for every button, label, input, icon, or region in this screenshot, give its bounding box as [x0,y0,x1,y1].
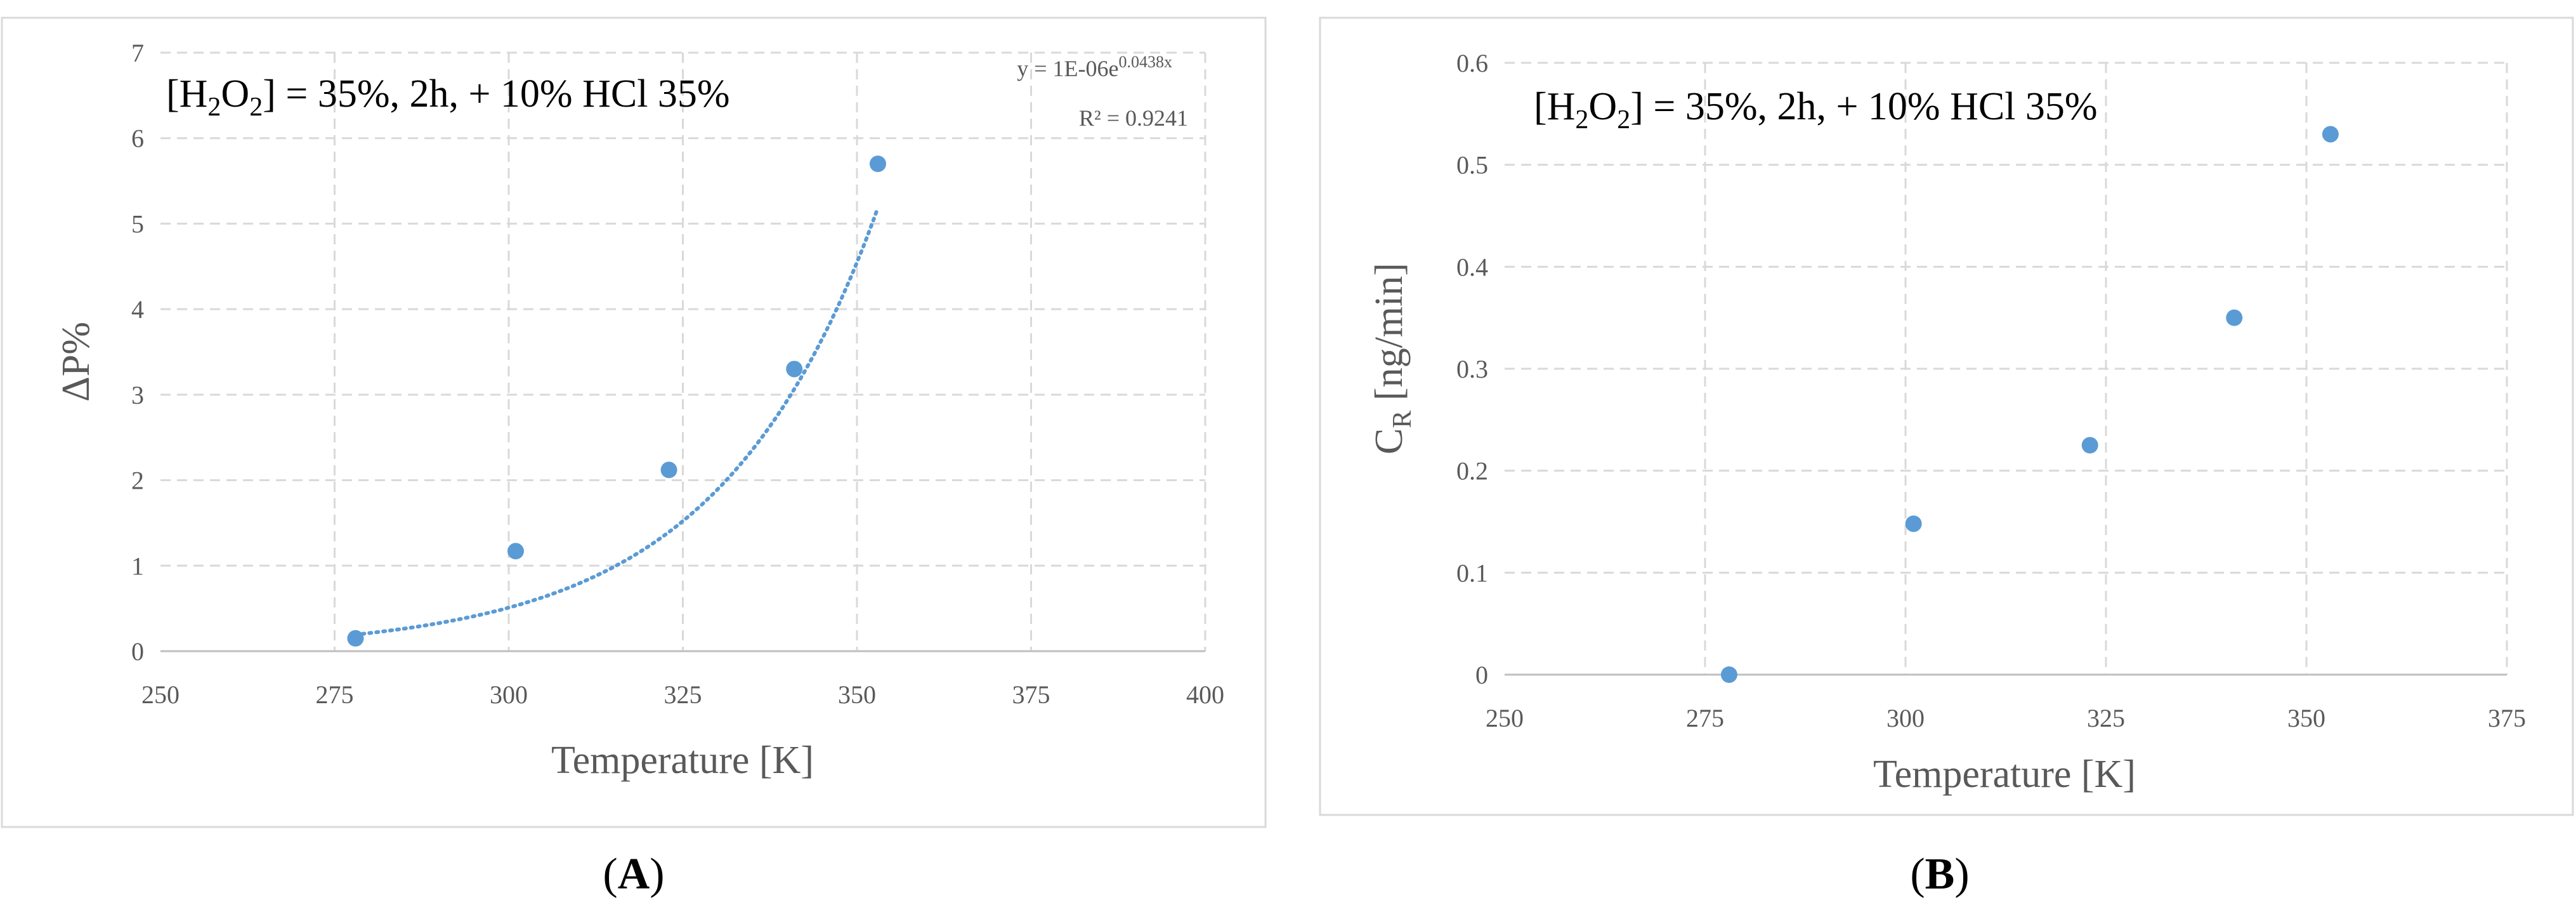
x-tick-label: 325 [664,680,702,709]
y-tick-label: 0.3 [1456,355,1488,383]
panel-b-x-axis-title: Temperature [K] [1873,753,2136,796]
panel-a-y-axis-title: ΔP% [55,322,98,402]
panel-b-data-points [1720,126,2339,683]
x-tick-label: 325 [2087,704,2125,732]
y-tick-label: 0.2 [1456,457,1488,486]
y-tick-label: 0.4 [1456,253,1488,281]
data-point [507,543,524,560]
y-tick-label: 4 [131,295,144,324]
panel-a-grid [160,51,1206,651]
y-tick-label: 0.1 [1456,559,1488,587]
data-point [2226,309,2243,326]
y-tick-label: 2 [131,466,144,495]
panel-b-x-tick-labels: 250 275 300 325 350 375 [1486,704,2526,732]
y-tick-label: 7 [131,39,144,67]
panel-a-y-tick-labels: 0 1 2 3 4 5 6 7 [131,39,144,666]
data-point [660,461,677,479]
y-tick-label: 5 [131,209,144,238]
panel-a-data-points [347,155,886,647]
panel-a-trendline-equation: y = 1E-06e0.0438x [1017,53,1172,81]
panel-a-trendline-r-squared: R² = 0.9241 [1079,105,1188,131]
panel-a-x-axis-title: Temperature [K] [551,739,814,782]
x-tick-label: 300 [490,680,528,709]
y-tick-label: 3 [131,381,144,409]
x-tick-label: 250 [1486,704,1524,732]
panel-a: 0 1 2 3 4 5 6 7 250 275 300 325 350 375 400 [H2O2] = … [1,17,1267,899]
panel-b-frame [1319,17,2574,816]
panel-b-condition-annotation: [H2O2] = 35%, 2h, + 10% HCl 35% [1534,85,2098,135]
panel-b-grid [1505,62,2508,675]
x-tick-label: 375 [2488,704,2526,732]
data-point [786,360,803,378]
x-tick-label: 400 [1186,680,1224,709]
x-tick-label: 300 [1886,704,1925,732]
panel-b-y-tick-labels: 0 0.1 0.2 0.3 0.4 0.5 0.6 [1456,49,1488,689]
x-tick-label: 250 [141,680,180,709]
panel-b-label: (B) [1910,850,1969,899]
x-tick-label: 350 [838,680,876,709]
x-tick-label: 375 [1012,680,1050,709]
panel-a-label: (A) [603,850,664,899]
panel-b-y-axis-title: CR [ng/min] [1368,263,1417,454]
data-point [1905,515,1922,532]
data-point [2081,437,2098,454]
y-tick-label: 0.6 [1456,49,1488,77]
y-tick-label: 0 [131,637,144,666]
data-point [2322,126,2339,143]
panel-a-frame [1,17,1267,828]
y-tick-label: 6 [131,124,144,153]
panel-b: 0 0.1 0.2 0.3 0.4 0.5 0.6 250 275 300 325 350 375 [… [1319,17,2574,899]
x-tick-label: 350 [2287,704,2325,732]
panel-a-exponential-trendline [353,206,880,637]
panel-a-x-tick-labels: 250 275 300 325 350 375 400 [141,680,1224,709]
x-tick-label: 275 [316,680,354,709]
data-point [869,155,886,173]
x-tick-label: 275 [1686,704,1724,732]
y-tick-label: 0 [1475,661,1488,689]
data-point [1720,666,1737,683]
y-tick-label: 0.5 [1456,151,1488,180]
y-tick-label: 1 [131,552,144,580]
data-point [347,630,364,647]
panel-a-condition-annotation: [H2O2] = 35%, 2h, + 10% HCl 35% [166,72,730,122]
